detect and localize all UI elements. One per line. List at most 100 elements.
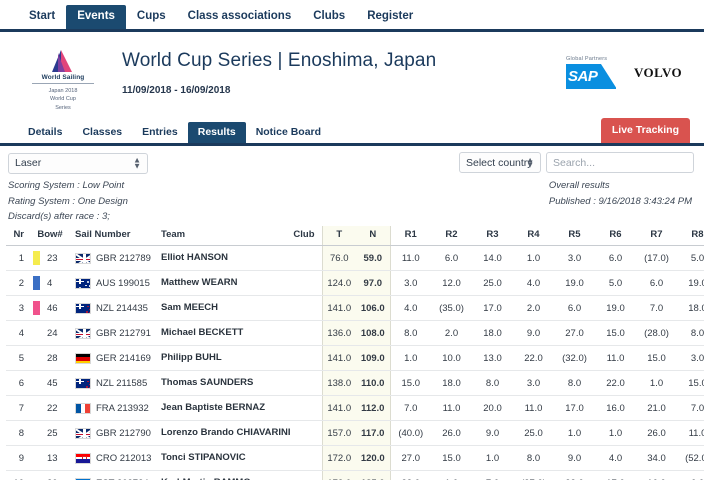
sail-number: NZL 211585	[96, 377, 148, 389]
nav-item-start[interactable]: Start	[29, 9, 56, 22]
table-row[interactable]: 4 24 GBR 212791 Michael BECKETT 136.0 108.0 8.…	[6, 320, 704, 346]
table-row[interactable]: 7 22 FRA 213932 Jean Baptiste BERNAZ 141.0 11…	[6, 395, 704, 421]
nav-item-clubs[interactable]: Clubs	[313, 9, 346, 22]
country-select-value: Select country	[466, 156, 533, 169]
col-r3: R3	[472, 226, 513, 246]
tab-notice-board[interactable]: Notice Board	[255, 125, 322, 138]
cell-race-r1: 22.0	[390, 470, 431, 480]
search-input[interactable]: Search...	[546, 152, 694, 173]
cell-race-r3: 13.0	[472, 345, 513, 371]
cell-total: 141.0	[321, 345, 356, 371]
filter-bar: Laser ▲ ▼ Select country ▲ ▼ Search...	[0, 146, 704, 174]
table-row[interactable]: 5 28 GER 214169 Philipp BUHL 141.0 109.0 1.0 10…	[6, 345, 704, 371]
cell-race-r1: 8.0	[390, 320, 431, 346]
cell-race-r7: 21.0	[636, 395, 677, 421]
cell-race-r6: 17.0	[595, 470, 636, 480]
tab-details[interactable]: Details	[28, 125, 63, 138]
nav-item-cups[interactable]: Cups	[136, 9, 166, 22]
cell-race-r7: (17.0)	[636, 245, 677, 271]
cell-bow: 23	[28, 245, 72, 271]
cell-net: 135.0	[356, 470, 391, 480]
bow-color-swatch	[33, 301, 40, 315]
cell-race-r2: 15.0	[431, 445, 472, 471]
live-tracking-button[interactable]: Live Tracking	[600, 118, 690, 143]
table-row[interactable]: 1 23 GBR 212789 Elliot HANSON 76.0 59.0 11.0 6.…	[6, 245, 704, 271]
table-row[interactable]: 6 45 NZL 211585 Thomas SAUNDERS 138.0 110.0 15…	[6, 370, 704, 396]
cell-team: Elliot HANSON	[158, 245, 276, 271]
table-row[interactable]: 9 13 CRO 212013 Tonci STIPANOVIC 172.0 120.0 2…	[6, 445, 704, 471]
cell-race-r7: (28.0)	[636, 320, 677, 346]
cell-total: 141.0	[321, 295, 356, 321]
cell-race-r3: 14.0	[472, 245, 513, 271]
bow-color-swatch	[33, 426, 40, 440]
class-select[interactable]: Laser ▲ ▼	[8, 152, 148, 174]
cell-team: Tonci STIPANOVIC	[158, 445, 276, 471]
cell-bow: 4	[28, 270, 72, 296]
cell-race-r3: 9.0	[472, 420, 513, 446]
cell-total: 172.0	[321, 445, 356, 471]
bow-color-swatch	[33, 276, 40, 290]
nav-item-register[interactable]: Register	[367, 9, 414, 22]
cell-race-r2: 6.0	[431, 245, 472, 271]
results-table-wrap: Nr Bow# Sail Number Team Club T N R1 R2 …	[0, 226, 704, 480]
bow-number: 20	[47, 478, 58, 480]
cell-bow: 22	[28, 395, 72, 421]
col-r4: R4	[513, 226, 554, 246]
team-name: Karl-Martin RAMMO	[161, 477, 251, 480]
tab-classes[interactable]: Classes	[82, 125, 123, 138]
country-flag-icon	[75, 252, 91, 264]
cell-race-r6: 16.0	[595, 395, 636, 421]
scoring-system: Scoring System : Low Point	[8, 180, 125, 191]
cell-race-r6: 1.0	[595, 420, 636, 446]
sail-number: EST 203724	[96, 478, 149, 480]
table-row[interactable]: 3 46 NZL 214435 Sam MEECH 141.0 106.0 4.0 (35.0…	[6, 295, 704, 321]
team-name: Philipp BUHL	[161, 351, 222, 363]
cell-race-r1: 11.0	[390, 245, 431, 271]
world-sailing-logo-sub2: World Cup	[50, 96, 76, 103]
sail-number: FRA 213932	[96, 402, 149, 414]
cell-race-r8: 18.0	[677, 295, 704, 321]
cell-race-r4: 25.0	[513, 420, 554, 446]
bow-color-swatch	[33, 451, 40, 465]
table-row[interactable]: 2 4 AUS 199015 Matthew WEARN 124.0 97.0 3.0 12.…	[6, 270, 704, 296]
tab-results[interactable]: Results	[187, 121, 246, 143]
team-name: Tonci STIPANOVIC	[161, 451, 246, 463]
cell-sail-number: GBR 212791	[72, 320, 158, 346]
country-select[interactable]: Select country ▲ ▼	[459, 152, 541, 173]
cell-club	[276, 395, 322, 421]
table-row[interactable]: 10 20 EST 203724 Karl-Martin RAMMO 172.0135.…	[6, 470, 704, 480]
cell-race-r6: 11.0	[595, 345, 636, 371]
right-filters: Select country ▲ ▼ Search...	[459, 152, 694, 173]
country-flag-icon	[75, 452, 91, 464]
bow-color-swatch	[33, 376, 40, 390]
cell-race-r4: 1.0	[513, 245, 554, 271]
country-flag-icon	[75, 277, 91, 289]
tab-entries[interactable]: Entries	[142, 125, 178, 138]
cell-race-r6: 19.0	[595, 295, 636, 321]
page-title: World Cup Series | Enoshima, Japan	[122, 50, 437, 71]
cell-sail-number: EST 203724	[72, 470, 158, 480]
nav-item-class-associations[interactable]: Class associations	[187, 9, 292, 22]
cell-total: 141.0	[321, 395, 356, 421]
cell-race-r8: 5.0	[677, 245, 704, 271]
cell-club	[276, 295, 322, 321]
nav-item-events[interactable]: Events	[66, 4, 126, 29]
country-flag-icon	[75, 327, 91, 339]
cell-sail-number: CRO 212013	[72, 445, 158, 471]
overall-results-label: Overall results	[548, 180, 610, 191]
cell-club	[276, 370, 322, 396]
bow-color-swatch	[33, 401, 40, 415]
cell-nr: 6	[6, 370, 28, 396]
cell-race-r8: 15.0	[677, 370, 704, 396]
cell-net: 97.0	[356, 270, 391, 296]
cell-race-r6: 6.0	[595, 245, 636, 271]
global-partners: Global Partners SAP VOLVO	[566, 56, 682, 89]
sap-logo-text: SAP	[568, 68, 598, 85]
bow-number: 28	[47, 352, 58, 364]
table-row[interactable]: 8 25 GBR 212790 Lorenzo Brando CHIAVARINI 15…	[6, 420, 704, 446]
cell-net: 59.0	[356, 245, 391, 271]
results-info: Scoring System : Low Point Rating System…	[0, 174, 704, 226]
cell-race-r8: 6.0	[677, 470, 704, 480]
cell-net: 106.0	[356, 295, 391, 321]
